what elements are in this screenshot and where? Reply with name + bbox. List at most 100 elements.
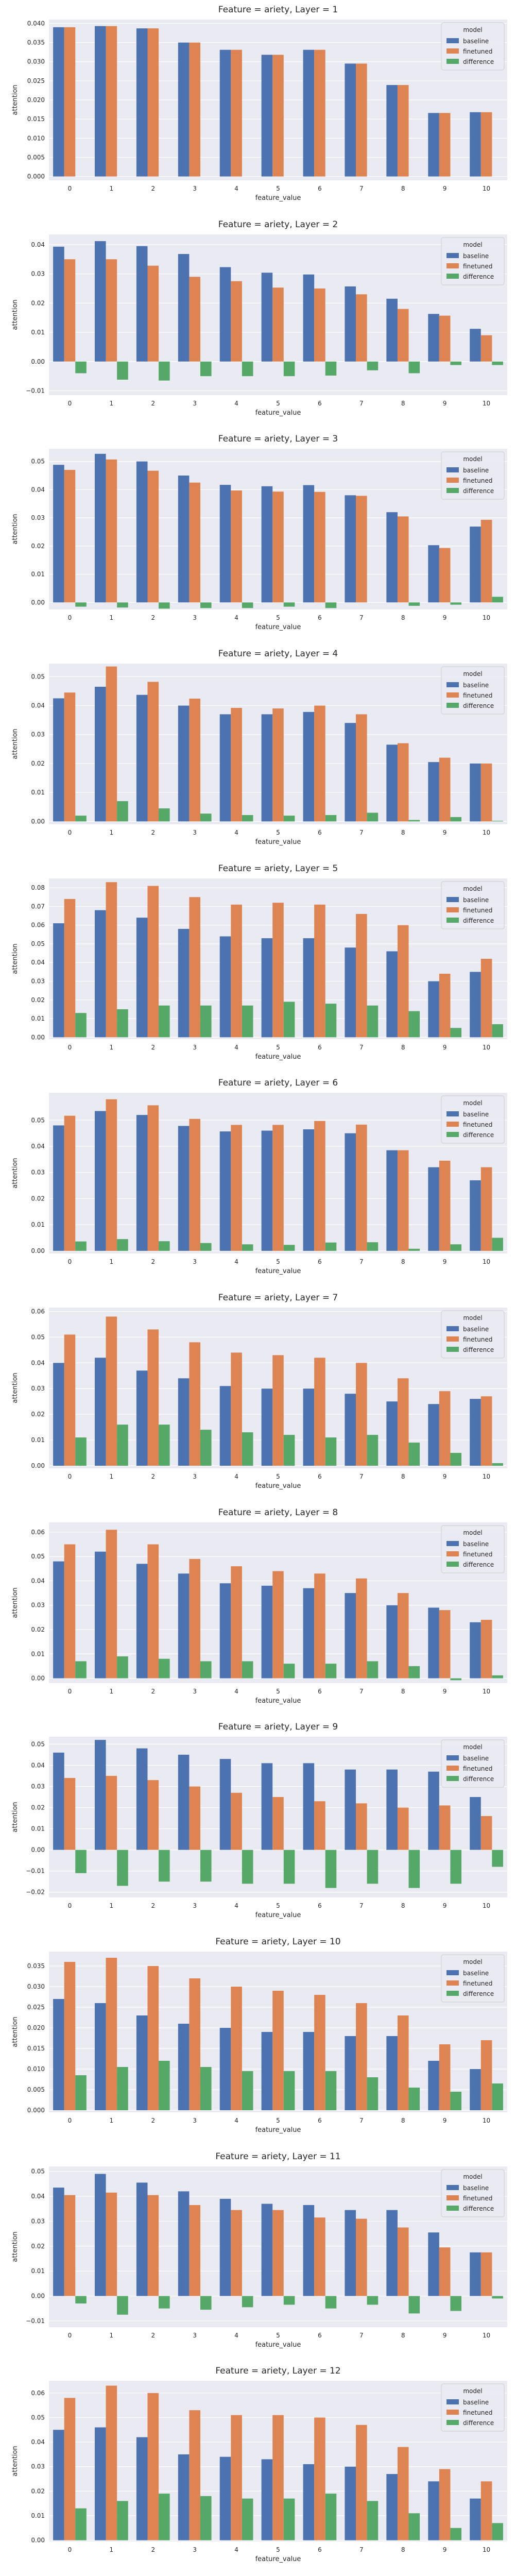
bar-baseline-5	[261, 714, 273, 822]
bar-baseline-3	[178, 42, 190, 177]
bar-finetuned-4	[231, 1125, 242, 1251]
x-tick-label: 7	[359, 829, 364, 836]
legend: model baseline finetuned difference	[441, 451, 505, 500]
x-tick-label: 4	[234, 1902, 238, 1909]
bar-finetuned-5	[272, 492, 284, 603]
legend-title: model	[463, 455, 482, 463]
legend-entry-finetuned: finetuned	[463, 2409, 492, 2416]
y-tick-label: 0.00	[31, 358, 45, 365]
x-tick-label: 4	[234, 2332, 238, 2339]
legend-swatch-difference	[446, 1776, 459, 1782]
bar-difference-2	[159, 361, 170, 381]
bar-finetuned-6	[314, 1801, 325, 1850]
bar-difference-7	[367, 1242, 379, 1251]
bar-finetuned-1	[106, 1529, 117, 1679]
bar-difference-5	[283, 1435, 295, 1466]
legend-swatch-baseline	[446, 896, 459, 902]
x-tick-label: 9	[443, 400, 447, 407]
bar-finetuned-10	[480, 2481, 492, 2540]
legend-entry-difference: difference	[463, 1131, 494, 1139]
x-tick-label: 8	[401, 2117, 405, 2124]
y-tick-label: 0.00	[31, 1674, 45, 1682]
x-axis-label: feature_value	[255, 2341, 301, 2349]
bar-difference-1	[117, 361, 128, 380]
legend-swatch-baseline	[446, 2184, 459, 2190]
bar-difference-9	[450, 1244, 461, 1251]
bar-difference-6	[325, 2296, 337, 2309]
bar-difference-4	[242, 1850, 253, 1884]
y-axis-label: attention	[11, 2016, 19, 2047]
bar-baseline-10	[470, 763, 481, 822]
bar-finetuned-7	[356, 1363, 367, 1466]
bar-difference-0	[75, 361, 87, 374]
bar-baseline-3	[178, 2024, 190, 2111]
bar-baseline-3	[178, 705, 190, 822]
x-tick-label: 2	[151, 2546, 155, 2553]
bar-finetuned-8	[397, 85, 409, 177]
bar-difference-3	[200, 2496, 212, 2540]
y-axis-label: attention	[11, 1372, 19, 1403]
bar-finetuned-3	[189, 483, 200, 603]
legend-entry-finetuned: finetuned	[463, 1121, 492, 1128]
x-tick-label: 4	[234, 1473, 238, 1480]
x-tick-label: 6	[318, 185, 322, 192]
legend-swatch-baseline	[446, 252, 459, 258]
bar-difference-7	[367, 1005, 379, 1038]
bar-difference-10	[492, 2523, 503, 2540]
y-tick-label: 0.00	[31, 2292, 45, 2299]
x-tick-label: 7	[359, 614, 364, 621]
bar-difference-9	[450, 1027, 461, 1038]
bar-finetuned-2	[147, 682, 159, 822]
bar-difference-6	[325, 1003, 337, 1038]
legend-title: model	[463, 241, 482, 248]
bar-baseline-6	[303, 711, 315, 822]
bar-baseline-0	[53, 246, 64, 362]
bar-baseline-0	[53, 27, 64, 177]
legend-swatch-finetuned	[446, 1766, 459, 1771]
bar-baseline-7	[345, 1133, 356, 1251]
y-tick-label: −0.02	[26, 1889, 45, 1896]
x-tick-label: 8	[401, 1258, 405, 1265]
bar-baseline-0	[53, 1363, 64, 1466]
bar-difference-4	[242, 361, 253, 376]
legend: model baseline finetuned difference	[441, 2169, 505, 2217]
x-tick-label: 10	[483, 614, 490, 621]
x-tick-label: 2	[151, 829, 155, 836]
x-tick-label: 1	[110, 1258, 114, 1265]
legend-entry-difference: difference	[463, 1561, 494, 1568]
legend-title: model	[463, 1529, 482, 1536]
legend-frame	[441, 451, 505, 500]
x-tick-label: 5	[276, 1258, 280, 1265]
y-tick-label: 0.005	[27, 2086, 45, 2093]
x-axis-label: feature_value	[255, 2126, 301, 2134]
bar-baseline-3	[178, 476, 190, 603]
y-tick-label: 0.000	[27, 173, 45, 180]
bar-baseline-2	[136, 2182, 148, 2296]
y-tick-label: 0.02	[31, 1195, 45, 1202]
y-tick-label: 0.02	[31, 760, 45, 767]
bar-difference-1	[117, 602, 128, 608]
legend-title: model	[463, 885, 482, 892]
bar-finetuned-2	[147, 1329, 159, 1466]
bar-finetuned-10	[480, 520, 492, 603]
bar-finetuned-5	[272, 287, 284, 362]
x-tick-label: 7	[359, 2117, 364, 2124]
bar-difference-10	[492, 361, 503, 365]
bar-baseline-2	[136, 246, 148, 362]
bar-difference-3	[200, 2296, 212, 2310]
bar-finetuned-8	[397, 2015, 409, 2111]
legend-entry-baseline: baseline	[463, 896, 489, 904]
bar-baseline-1	[95, 1111, 106, 1251]
bar-finetuned-10	[480, 112, 492, 177]
bar-baseline-5	[261, 938, 273, 1038]
x-tick-label: 6	[318, 2332, 322, 2339]
y-tick-label: 0.03	[31, 977, 45, 985]
bar-baseline-3	[178, 928, 190, 1038]
bar-difference-9	[450, 1678, 461, 1681]
bar-finetuned-0	[64, 259, 76, 362]
chart-panel-layer-4: Feature = ariety, Layer = 4 0.00 0.01 0.02 0…	[11, 649, 507, 846]
bar-finetuned-9	[439, 2247, 451, 2296]
bar-difference-5	[283, 602, 295, 607]
bar-baseline-6	[303, 2464, 315, 2540]
bar-baseline-2	[136, 1115, 148, 1251]
